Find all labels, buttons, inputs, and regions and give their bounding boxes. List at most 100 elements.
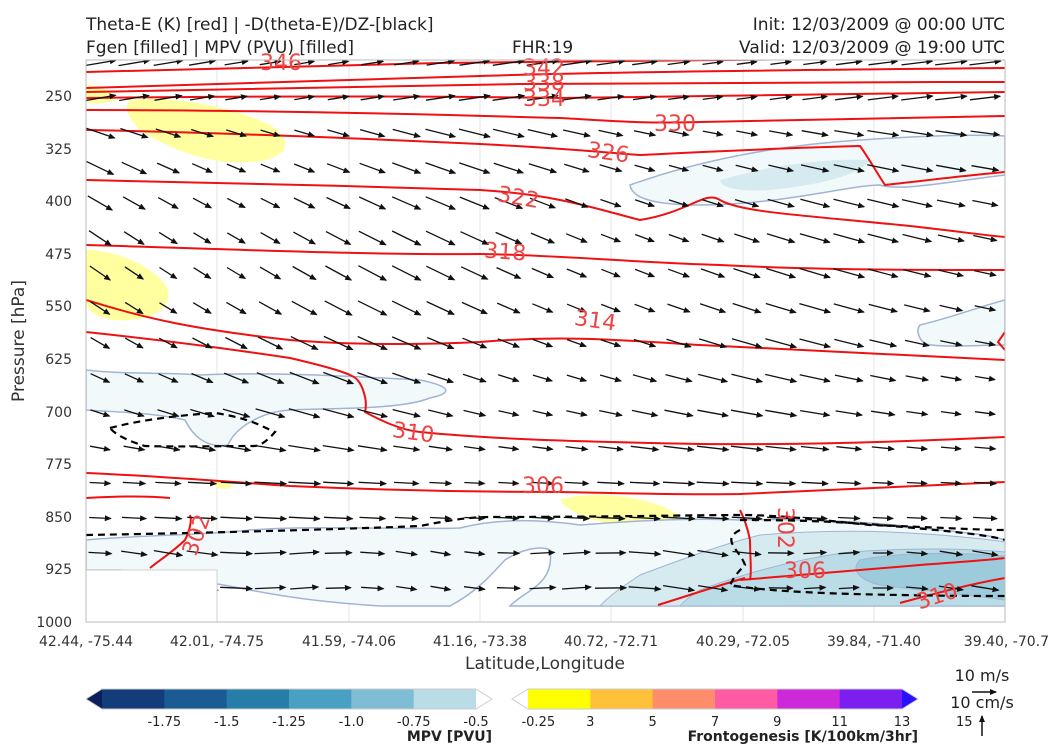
colorbar-swatch xyxy=(590,689,654,709)
wind-vector xyxy=(937,234,965,243)
wind-vector xyxy=(459,60,491,66)
wind-vector xyxy=(193,232,212,244)
x-tick: 42.44, -75.44 xyxy=(39,634,133,650)
wind-vector xyxy=(801,130,829,138)
wind-vector xyxy=(191,128,215,138)
y-tick: 775 xyxy=(45,457,72,473)
wind-vector xyxy=(565,198,589,208)
wind-vector xyxy=(429,480,453,487)
x-tick: 42.01, -74.75 xyxy=(170,634,264,650)
wind-vector xyxy=(665,373,693,383)
wind-vector xyxy=(867,233,900,244)
y-tick: 625 xyxy=(45,352,72,368)
wind-vector xyxy=(696,445,730,453)
wind-vector xyxy=(323,335,354,351)
wind-vector xyxy=(391,196,422,210)
wind-vector xyxy=(153,549,184,558)
wind-vector xyxy=(800,198,831,209)
wind-vector xyxy=(463,445,486,452)
wind-vector xyxy=(872,480,895,487)
wind-vector xyxy=(867,93,899,101)
wind-vector xyxy=(288,444,321,453)
wind-vector xyxy=(733,585,762,592)
wind-vector xyxy=(799,267,831,279)
wind-vector xyxy=(629,480,661,487)
wind-vector xyxy=(357,445,388,453)
wind-vector xyxy=(833,198,866,209)
x-tick: 39.40, -70.7 xyxy=(964,634,1049,650)
wind-vector xyxy=(770,60,793,66)
y-tick: 550 xyxy=(45,299,72,315)
wind-vector xyxy=(906,410,929,417)
wind-vector xyxy=(254,515,288,522)
fgen-colorbar-title: Frontogenesis [K/100km/3hr] xyxy=(688,729,918,745)
wind-vector xyxy=(838,549,861,556)
wind-vector xyxy=(940,445,962,452)
chart-title-line2: Fgen [filled] | MPV (PVU) [filled] xyxy=(86,38,355,58)
colorbar-swatch xyxy=(289,689,352,709)
wind-vector xyxy=(800,445,830,452)
wind-vector xyxy=(327,94,350,101)
wind-vector xyxy=(562,549,592,556)
contour-label-330: 330 xyxy=(654,112,696,137)
wind-vector xyxy=(527,93,559,101)
wind-vector xyxy=(90,409,111,418)
wind-vector xyxy=(430,585,452,592)
wind-vector xyxy=(833,164,865,173)
wind-vector xyxy=(732,302,762,314)
wind-vector xyxy=(461,301,488,315)
wind-vector xyxy=(289,371,320,385)
wind-vector xyxy=(153,60,184,67)
wind-vector xyxy=(736,60,758,66)
wind-vector xyxy=(498,410,520,417)
wind-vector xyxy=(193,267,212,279)
wind-vector xyxy=(492,60,526,66)
wind-vector xyxy=(565,233,588,243)
wind-vector xyxy=(294,94,316,101)
wind-vector xyxy=(121,550,148,557)
wind-vector xyxy=(837,480,862,487)
wind-vector xyxy=(601,268,621,278)
wind-vector xyxy=(494,196,524,210)
contour-label-318: 318 xyxy=(483,239,527,267)
wind-vector xyxy=(834,129,865,138)
wind-vector xyxy=(328,60,350,66)
wind-vector xyxy=(868,303,898,314)
wind-vector xyxy=(532,374,554,383)
wind-vector xyxy=(498,374,520,383)
wind-vector xyxy=(563,515,591,522)
wind-vector xyxy=(192,197,213,209)
wind-vector xyxy=(735,164,759,173)
wind-vector xyxy=(188,445,217,453)
wind-vector xyxy=(867,198,900,209)
wind-vector xyxy=(391,265,422,281)
colorbar-swatch xyxy=(528,689,591,709)
wind-vector xyxy=(836,445,863,452)
wind-vector xyxy=(158,373,179,383)
wind-vector xyxy=(666,338,692,348)
wind-vector xyxy=(633,338,657,348)
colorbar-swatch xyxy=(102,689,165,709)
wind-vector xyxy=(327,129,351,138)
wind-vector xyxy=(697,409,729,418)
contour-label-338: 338 xyxy=(523,71,565,96)
colorbar-tick-label: 11 xyxy=(831,715,848,730)
wind-vector xyxy=(124,337,144,349)
wind-vector xyxy=(326,163,351,173)
wind-vector xyxy=(359,128,386,138)
wind-vector xyxy=(89,480,112,487)
wind-vector xyxy=(121,161,148,175)
wind-vector xyxy=(226,129,248,138)
wind-vector xyxy=(189,94,216,101)
colorbar-tick-label: -1.5 xyxy=(214,715,239,730)
mpv-colorbar-title: MPV [PVU] xyxy=(407,729,492,745)
wind-vector xyxy=(800,409,831,418)
wind-vector xyxy=(254,549,287,556)
wind-vector xyxy=(394,515,419,522)
wind-vector xyxy=(493,162,525,174)
wind-vector xyxy=(566,410,588,417)
contour-label-306-right: 306 xyxy=(784,559,826,584)
wind-vector xyxy=(599,409,623,418)
y-tick: 475 xyxy=(45,247,72,263)
wind-vector xyxy=(191,372,214,384)
